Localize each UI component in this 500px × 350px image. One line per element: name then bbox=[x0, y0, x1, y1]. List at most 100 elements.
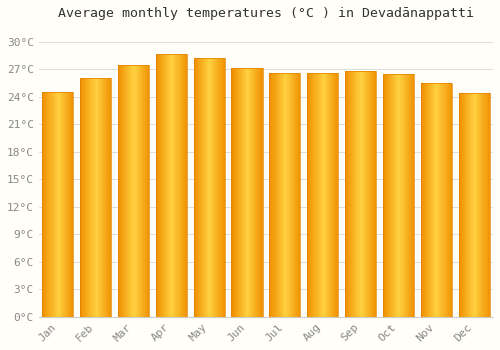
Bar bbox=[163, 54, 164, 317]
Bar bbox=[438, 83, 440, 317]
Bar bbox=[100, 78, 101, 317]
Bar bbox=[386, 74, 387, 317]
Bar bbox=[432, 83, 433, 317]
Bar bbox=[374, 71, 375, 317]
Bar bbox=[142, 65, 143, 317]
Bar bbox=[322, 73, 324, 317]
Bar bbox=[460, 93, 462, 317]
Bar bbox=[293, 73, 294, 317]
Bar bbox=[423, 83, 424, 317]
Bar bbox=[92, 78, 94, 317]
Bar bbox=[476, 93, 477, 317]
Bar bbox=[286, 73, 287, 317]
Bar bbox=[157, 54, 158, 317]
Bar bbox=[170, 54, 172, 317]
Bar bbox=[62, 92, 63, 317]
Bar bbox=[428, 83, 429, 317]
Bar bbox=[270, 73, 300, 317]
Bar bbox=[433, 83, 434, 317]
Bar bbox=[132, 65, 134, 317]
Bar bbox=[325, 73, 326, 317]
Bar bbox=[404, 74, 406, 317]
Bar bbox=[128, 65, 130, 317]
Bar bbox=[295, 73, 296, 317]
Bar bbox=[182, 54, 184, 317]
Bar bbox=[244, 68, 245, 317]
Bar bbox=[270, 73, 272, 317]
Bar bbox=[214, 58, 216, 317]
Bar bbox=[280, 73, 282, 317]
Bar bbox=[274, 73, 276, 317]
Bar bbox=[52, 92, 54, 317]
Bar bbox=[72, 92, 74, 317]
Bar bbox=[389, 74, 390, 317]
Bar bbox=[480, 93, 482, 317]
Bar bbox=[337, 73, 338, 317]
Bar bbox=[400, 74, 402, 317]
Bar bbox=[247, 68, 248, 317]
Bar bbox=[46, 92, 48, 317]
Bar bbox=[291, 73, 292, 317]
Bar bbox=[253, 68, 254, 317]
Bar bbox=[102, 78, 103, 317]
Bar bbox=[440, 83, 442, 317]
Bar bbox=[464, 93, 465, 317]
Bar bbox=[107, 78, 108, 317]
Bar bbox=[69, 92, 70, 317]
Bar bbox=[278, 73, 280, 317]
Bar bbox=[44, 92, 46, 317]
Bar bbox=[307, 73, 338, 317]
Bar bbox=[246, 68, 247, 317]
Bar bbox=[147, 65, 148, 317]
Bar bbox=[103, 78, 104, 317]
Bar bbox=[212, 58, 214, 317]
Bar bbox=[413, 74, 414, 317]
Bar bbox=[252, 68, 253, 317]
Bar bbox=[123, 65, 124, 317]
Bar bbox=[260, 68, 262, 317]
Bar bbox=[234, 68, 236, 317]
Bar bbox=[410, 74, 411, 317]
Bar bbox=[345, 71, 376, 317]
Bar bbox=[168, 54, 169, 317]
Bar bbox=[172, 54, 174, 317]
Bar bbox=[118, 65, 119, 317]
Bar bbox=[336, 73, 337, 317]
Bar bbox=[43, 92, 44, 317]
Bar bbox=[200, 58, 201, 317]
Bar bbox=[394, 74, 396, 317]
Bar bbox=[310, 73, 312, 317]
Bar bbox=[320, 73, 322, 317]
Bar bbox=[409, 74, 410, 317]
Bar bbox=[209, 58, 210, 317]
Bar bbox=[466, 93, 467, 317]
Bar bbox=[63, 92, 64, 317]
Bar bbox=[345, 71, 346, 317]
Bar bbox=[385, 74, 386, 317]
Bar bbox=[392, 74, 393, 317]
Bar bbox=[159, 54, 160, 317]
Bar bbox=[364, 71, 366, 317]
Bar bbox=[334, 73, 335, 317]
Bar bbox=[444, 83, 446, 317]
Bar bbox=[368, 71, 369, 317]
Bar bbox=[94, 78, 96, 317]
Bar bbox=[431, 83, 432, 317]
Bar bbox=[352, 71, 354, 317]
Bar bbox=[145, 65, 146, 317]
Bar bbox=[64, 92, 65, 317]
Bar bbox=[412, 74, 413, 317]
Bar bbox=[360, 71, 362, 317]
Bar bbox=[48, 92, 50, 317]
Bar bbox=[136, 65, 138, 317]
Bar bbox=[104, 78, 105, 317]
Bar bbox=[408, 74, 409, 317]
Bar bbox=[176, 54, 178, 317]
Bar bbox=[118, 65, 149, 317]
Bar bbox=[88, 78, 90, 317]
Bar bbox=[333, 73, 334, 317]
Bar bbox=[174, 54, 176, 317]
Bar bbox=[472, 93, 473, 317]
Bar bbox=[249, 68, 250, 317]
Bar bbox=[184, 54, 186, 317]
